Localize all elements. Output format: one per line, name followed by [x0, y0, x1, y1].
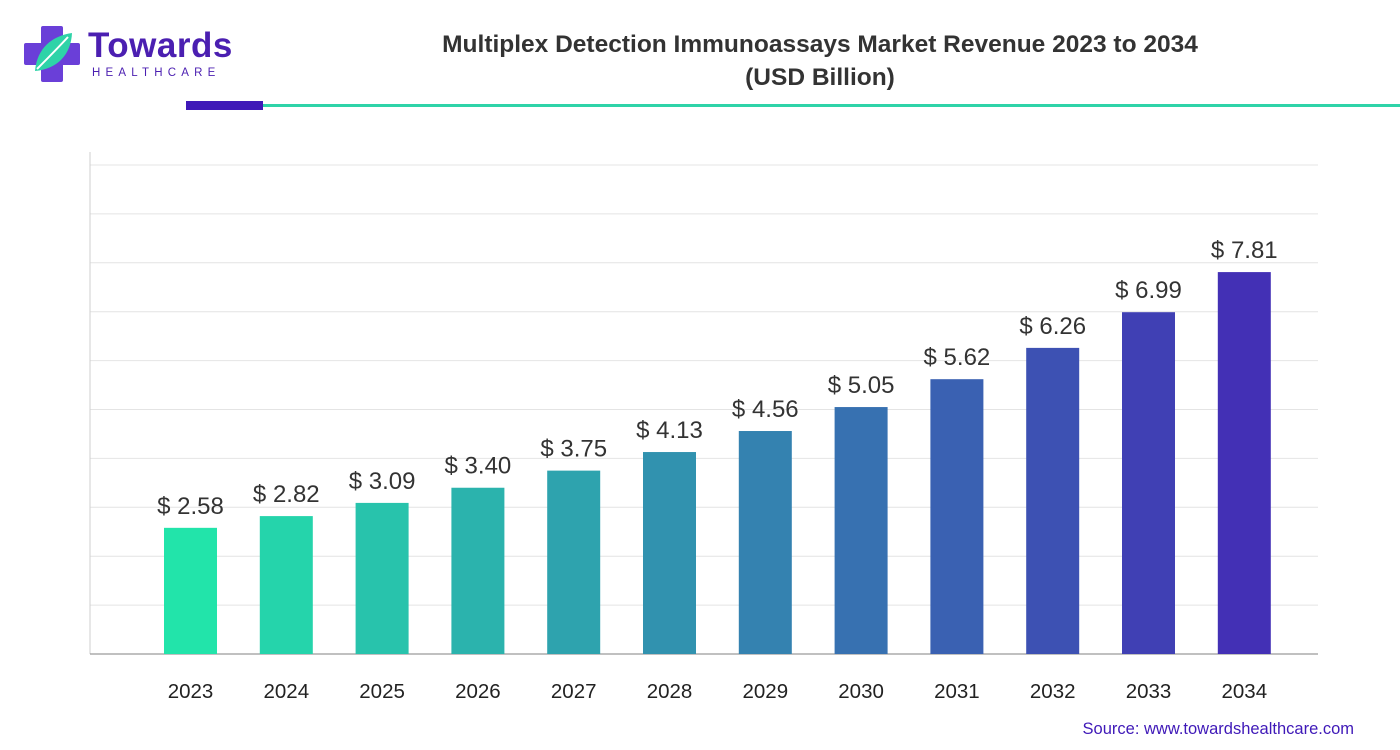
chart-title-block: Multiplex Detection Immunoassays Market … [360, 28, 1280, 94]
data-label-2023: $ 2.58 [157, 493, 224, 520]
data-label-2031: $ 5.62 [924, 344, 991, 371]
bar-2023 [164, 527, 217, 654]
bar-2027 [547, 470, 601, 654]
data-label-2030: $ 5.05 [828, 372, 895, 399]
bar-2030 [834, 407, 888, 654]
x-tick-label-2023: 2023 [168, 680, 214, 703]
chart-x-ticks: 2023 2024 2025 2026 2027 2028 2029 2030 2031 2032… [168, 680, 1267, 703]
data-label-2033: $ 6.99 [1115, 277, 1182, 304]
brand-logo: Towards HEALTHCARE [22, 24, 232, 86]
header-divider [263, 104, 1400, 107]
bar-2033 [1122, 312, 1175, 654]
x-tick-label-2030: 2030 [838, 680, 884, 703]
x-tick-label-2025: 2025 [359, 680, 405, 703]
brand-name: Towards [88, 26, 233, 65]
bar-2028 [643, 452, 696, 654]
bar-2025 [355, 502, 409, 654]
chart-data-labels: $ 2.58 $ 2.82 $ 3.09 $ 3.40 $ 3.75 $ 4.13 $ 4.… [157, 237, 1278, 520]
x-tick-label-2027: 2027 [551, 680, 597, 703]
bar-chart: $ 2.58 $ 2.82 $ 3.09 $ 3.40 $ 3.75 $ 4.13 $ 4.… [89, 152, 1318, 703]
chart-gridlines [90, 164, 1318, 606]
data-label-2027: $ 3.75 [540, 436, 607, 463]
bar-2031 [930, 379, 984, 654]
data-label-2025: $ 3.09 [349, 468, 416, 495]
data-label-2024: $ 2.82 [253, 481, 320, 508]
x-tick-label-2028: 2028 [647, 680, 693, 703]
data-label-2029: $ 4.56 [732, 396, 799, 423]
x-tick-label-2034: 2034 [1221, 680, 1267, 703]
bar-2026 [451, 487, 505, 654]
bar-2029 [738, 431, 792, 654]
data-label-2034: $ 7.81 [1211, 237, 1278, 264]
bar-2034 [1217, 272, 1271, 654]
data-label-2032: $ 6.26 [1019, 313, 1086, 340]
chart-bars [164, 272, 1271, 654]
x-tick-label-2026: 2026 [455, 680, 501, 703]
source-note: Source: www.towardshealthcare.com [1082, 720, 1354, 738]
x-tick-label-2031: 2031 [934, 680, 980, 703]
bar-2032 [1026, 347, 1080, 654]
header-accent-rule [186, 101, 263, 110]
chart-subtitle: (USD Billion) [745, 64, 895, 91]
brand-subtitle: HEALTHCARE [92, 67, 221, 79]
chart-title: Multiplex Detection Immunoassays Market … [442, 31, 1198, 58]
data-label-2028: $ 4.13 [636, 417, 703, 444]
x-tick-label-2024: 2024 [263, 680, 309, 703]
medical-cross-leaf-icon [24, 26, 80, 82]
data-label-2026: $ 3.40 [445, 453, 512, 480]
bar-2024 [259, 516, 313, 654]
x-tick-label-2033: 2033 [1126, 680, 1172, 703]
x-tick-label-2032: 2032 [1030, 680, 1076, 703]
x-tick-label-2029: 2029 [742, 680, 788, 703]
